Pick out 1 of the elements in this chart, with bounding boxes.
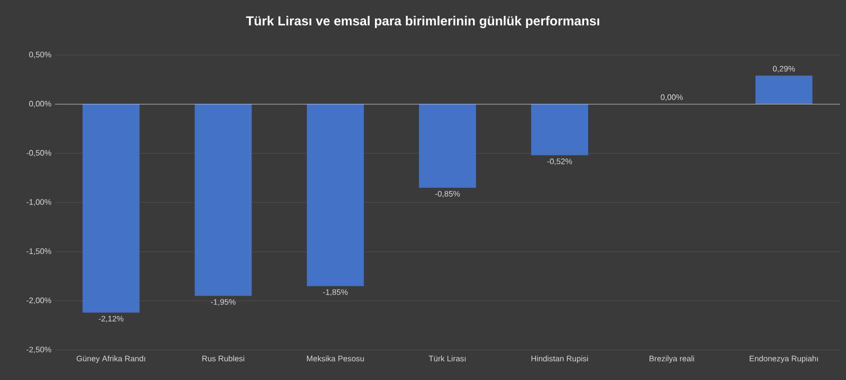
chart-title: Türk Lirası ve emsal para birimlerinin günlük performansı <box>246 16 600 28</box>
